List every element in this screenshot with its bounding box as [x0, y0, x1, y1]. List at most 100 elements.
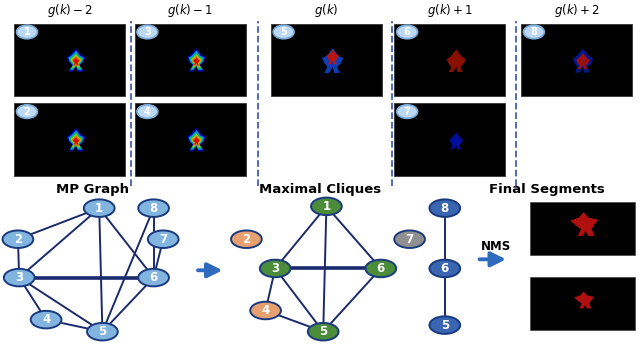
Circle shape — [311, 198, 342, 215]
Polygon shape — [187, 48, 206, 72]
Circle shape — [84, 199, 115, 217]
Text: Final Segments: Final Segments — [490, 183, 605, 197]
Text: 5: 5 — [441, 319, 449, 332]
Polygon shape — [190, 52, 203, 69]
Circle shape — [138, 269, 169, 286]
Text: 5: 5 — [319, 325, 327, 338]
Polygon shape — [191, 134, 202, 147]
Text: 3: 3 — [271, 262, 279, 275]
Text: Maximal Cliques: Maximal Cliques — [259, 183, 381, 197]
Polygon shape — [194, 137, 199, 144]
Polygon shape — [70, 134, 81, 147]
Polygon shape — [447, 49, 466, 72]
Text: $g(k)+2$: $g(k)+2$ — [554, 2, 600, 19]
Text: 8: 8 — [150, 202, 157, 215]
Text: 6: 6 — [441, 262, 449, 275]
Polygon shape — [322, 48, 343, 73]
Text: 1: 1 — [24, 27, 30, 37]
Circle shape — [273, 25, 294, 39]
Polygon shape — [191, 54, 202, 67]
Text: $g(k)-1$: $g(k)-1$ — [167, 2, 213, 19]
Text: 4: 4 — [144, 107, 151, 117]
Circle shape — [260, 260, 291, 277]
Polygon shape — [70, 52, 83, 69]
Polygon shape — [187, 128, 206, 151]
Circle shape — [429, 316, 460, 334]
Circle shape — [397, 25, 418, 39]
Text: 5: 5 — [99, 325, 106, 338]
Polygon shape — [573, 49, 593, 73]
Text: 8: 8 — [441, 202, 449, 215]
Circle shape — [138, 199, 169, 217]
Circle shape — [17, 105, 38, 118]
FancyBboxPatch shape — [14, 103, 125, 175]
Text: 7: 7 — [404, 107, 410, 117]
FancyBboxPatch shape — [530, 277, 636, 330]
Text: 2: 2 — [14, 233, 22, 246]
Text: MP Graph: MP Graph — [56, 183, 129, 197]
Text: $g(k)$: $g(k)$ — [314, 2, 339, 19]
Text: $g(k)+1$: $g(k)+1$ — [427, 2, 473, 19]
Polygon shape — [193, 56, 200, 66]
Circle shape — [231, 231, 262, 248]
Circle shape — [4, 269, 35, 286]
Text: 3: 3 — [15, 271, 23, 284]
Polygon shape — [194, 58, 199, 65]
Text: 4: 4 — [262, 304, 269, 317]
Polygon shape — [72, 56, 80, 66]
Text: 7: 7 — [406, 233, 413, 246]
Circle shape — [397, 105, 418, 118]
Text: 3: 3 — [144, 27, 151, 37]
Text: 8: 8 — [531, 27, 538, 37]
Circle shape — [87, 323, 118, 340]
Text: 1: 1 — [323, 200, 330, 213]
Polygon shape — [73, 58, 79, 65]
Polygon shape — [449, 132, 463, 149]
FancyBboxPatch shape — [271, 24, 382, 96]
Polygon shape — [67, 48, 86, 72]
Polygon shape — [68, 50, 84, 70]
Circle shape — [429, 199, 460, 217]
Circle shape — [31, 311, 61, 328]
Text: NMS: NMS — [481, 240, 511, 253]
Text: 5: 5 — [280, 27, 287, 37]
Polygon shape — [68, 130, 84, 150]
Polygon shape — [70, 54, 81, 67]
Text: 7: 7 — [159, 233, 167, 246]
Text: 2: 2 — [24, 107, 30, 117]
Circle shape — [524, 25, 545, 39]
Polygon shape — [576, 53, 589, 69]
Circle shape — [3, 231, 33, 248]
FancyBboxPatch shape — [134, 103, 246, 175]
Text: 6: 6 — [150, 271, 157, 284]
Text: 2: 2 — [243, 233, 250, 246]
Polygon shape — [574, 291, 594, 309]
Text: 1: 1 — [95, 202, 103, 215]
Polygon shape — [72, 136, 80, 146]
Polygon shape — [570, 212, 598, 236]
Circle shape — [429, 260, 460, 277]
Polygon shape — [67, 128, 86, 151]
Circle shape — [365, 260, 396, 277]
Text: $g(k)-2$: $g(k)-2$ — [47, 2, 93, 19]
FancyBboxPatch shape — [14, 24, 125, 96]
Circle shape — [148, 231, 179, 248]
FancyBboxPatch shape — [134, 24, 246, 96]
FancyBboxPatch shape — [394, 103, 506, 175]
Polygon shape — [189, 50, 204, 70]
Circle shape — [137, 105, 158, 118]
Circle shape — [308, 323, 339, 340]
Polygon shape — [326, 50, 339, 64]
Circle shape — [17, 25, 38, 39]
Circle shape — [250, 302, 281, 319]
Polygon shape — [193, 136, 200, 146]
Circle shape — [394, 231, 425, 248]
Text: 4: 4 — [42, 313, 50, 326]
Circle shape — [137, 25, 158, 39]
Polygon shape — [70, 132, 83, 149]
Polygon shape — [73, 137, 79, 144]
FancyBboxPatch shape — [530, 202, 636, 255]
FancyBboxPatch shape — [394, 24, 506, 96]
Text: 6: 6 — [404, 27, 410, 37]
FancyBboxPatch shape — [521, 24, 632, 96]
